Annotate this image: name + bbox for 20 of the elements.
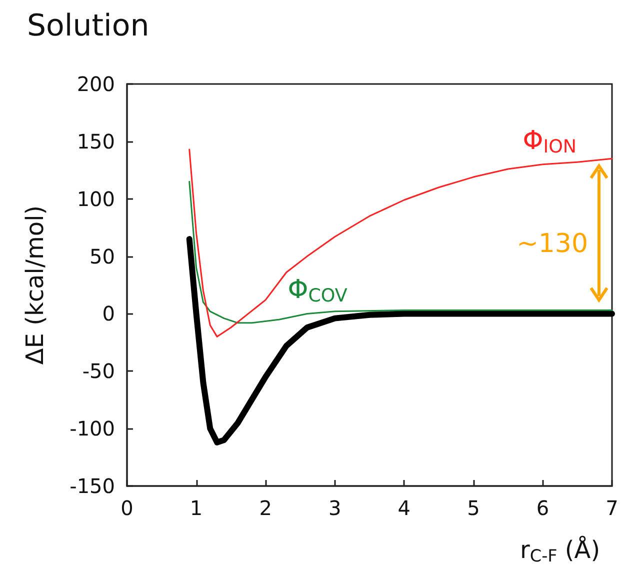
y-tick-label: -150 xyxy=(70,474,115,498)
x-tick-label: 4 xyxy=(398,496,411,520)
y-tick-label: 150 xyxy=(76,129,115,154)
line-series xyxy=(188,180,613,324)
x-tick-label: 6 xyxy=(536,496,550,520)
y-axis-title: ΔE (kcal/mol) xyxy=(21,205,49,365)
x-tick-label: 5 xyxy=(467,496,480,520)
y-tick-label: -100 xyxy=(70,416,115,441)
y-tick-label: 100 xyxy=(76,186,115,211)
x-tick-label: 2 xyxy=(259,496,272,520)
x-tick-label: 0 xyxy=(120,496,134,520)
y-tick-label: 200 xyxy=(76,72,115,96)
x-tick-label: 1 xyxy=(190,496,203,520)
chart-title: Solution xyxy=(27,8,150,44)
y-tick-label: 50 xyxy=(90,244,115,268)
annotation: ~130 xyxy=(516,229,588,259)
y-tick-label: -50 xyxy=(82,359,115,384)
y-tick-label: 0 xyxy=(102,302,115,326)
x-tick-label: 7 xyxy=(606,496,618,520)
x-tick-label: 3 xyxy=(328,496,342,520)
